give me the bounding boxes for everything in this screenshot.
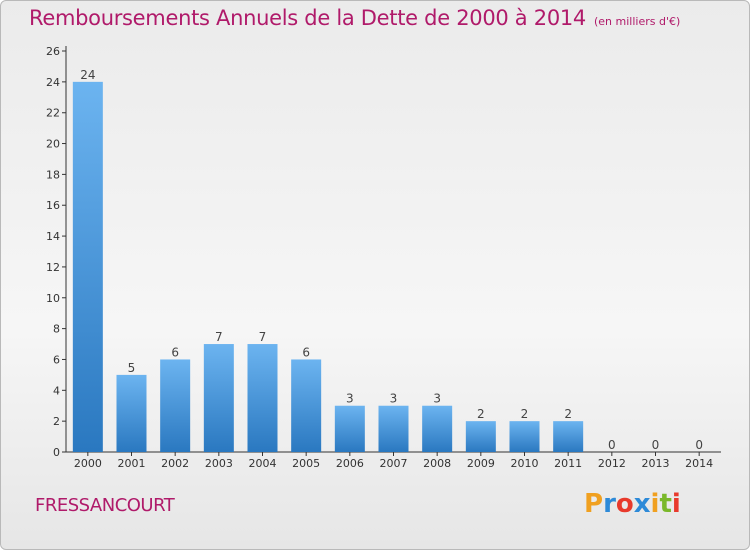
x-tick-label: 2001 bbox=[118, 457, 146, 470]
data-label: 7 bbox=[215, 330, 223, 344]
data-label: 2 bbox=[521, 407, 529, 421]
bar bbox=[72, 81, 103, 452]
data-label: 0 bbox=[695, 438, 703, 452]
logo-letter: P bbox=[584, 489, 604, 519]
bar bbox=[509, 421, 540, 452]
chart-subtitle: (en milliers d'€) bbox=[594, 15, 681, 28]
bar bbox=[116, 374, 147, 452]
y-tick-label: 24 bbox=[46, 76, 60, 89]
y-tick-label: 20 bbox=[46, 138, 60, 151]
data-label: 6 bbox=[302, 345, 310, 359]
x-tick-label: 2007 bbox=[380, 457, 408, 470]
data-label: 0 bbox=[652, 438, 660, 452]
bars bbox=[72, 81, 584, 452]
y-tick-label: 18 bbox=[46, 168, 60, 181]
x-tick-label: 2002 bbox=[161, 457, 189, 470]
y-tick-label: 0 bbox=[53, 446, 60, 459]
bar bbox=[465, 421, 496, 452]
bar bbox=[378, 405, 409, 452]
title-row: Remboursements Annuels de la Dette de 20… bbox=[29, 6, 680, 30]
y-tick-label: 14 bbox=[46, 230, 60, 243]
y-tick-label: 4 bbox=[53, 384, 60, 397]
y-tick-label: 26 bbox=[46, 45, 60, 58]
logo-letter: o bbox=[615, 489, 634, 519]
logo-letter: t bbox=[659, 489, 672, 519]
data-label: 2 bbox=[564, 407, 572, 421]
x-tick-label: 2004 bbox=[249, 457, 277, 470]
data-label: 0 bbox=[608, 438, 616, 452]
x-tick-label: 2012 bbox=[598, 457, 626, 470]
x-tick-label: 2013 bbox=[642, 457, 670, 470]
data-labels: 24 5 6 7 7 6 3 3 3 2 2 2 0 0 0 bbox=[80, 68, 703, 452]
logo-letter: i bbox=[671, 489, 681, 519]
data-label: 3 bbox=[346, 392, 354, 406]
chart-title: Remboursements Annuels de la Dette de 20… bbox=[29, 6, 586, 30]
bar bbox=[247, 344, 278, 452]
x-tick-label: 2000 bbox=[74, 457, 102, 470]
y-tick-label: 10 bbox=[46, 292, 60, 305]
y-tick-label: 8 bbox=[53, 323, 60, 336]
data-label: 6 bbox=[171, 345, 179, 359]
commune-name: FRESSANCOURT bbox=[35, 495, 175, 516]
data-label: 7 bbox=[259, 330, 267, 344]
data-label: 24 bbox=[80, 68, 95, 82]
bar bbox=[291, 359, 322, 452]
x-tick-label: 2014 bbox=[685, 457, 713, 470]
bar bbox=[422, 405, 453, 452]
y-tick-label: 12 bbox=[46, 261, 60, 274]
proxiti-logo: Proxiti bbox=[584, 489, 681, 519]
data-label: 3 bbox=[433, 392, 441, 406]
y-tick-label: 2 bbox=[53, 415, 60, 428]
bar bbox=[160, 359, 191, 452]
logo-letter: x bbox=[633, 489, 651, 519]
x-tick-label: 2010 bbox=[511, 457, 539, 470]
bar bbox=[203, 344, 234, 452]
x-tick-label: 2011 bbox=[554, 457, 582, 470]
y-tick-label: 22 bbox=[46, 107, 60, 120]
data-label: 5 bbox=[128, 361, 136, 375]
y-tick-label: 6 bbox=[53, 353, 60, 366]
x-tick-label: 2003 bbox=[205, 457, 233, 470]
y-tick-label: 16 bbox=[46, 199, 60, 212]
logo-letter: i bbox=[650, 489, 660, 519]
x-tick-label: 2005 bbox=[292, 457, 320, 470]
x-tick-label: 2009 bbox=[467, 457, 495, 470]
bar bbox=[334, 405, 365, 452]
logo-letter: r bbox=[603, 489, 616, 519]
x-tick-label: 2008 bbox=[423, 457, 451, 470]
data-label: 2 bbox=[477, 407, 485, 421]
data-label: 3 bbox=[390, 392, 398, 406]
bar bbox=[553, 421, 584, 452]
x-tick-label: 2006 bbox=[336, 457, 364, 470]
